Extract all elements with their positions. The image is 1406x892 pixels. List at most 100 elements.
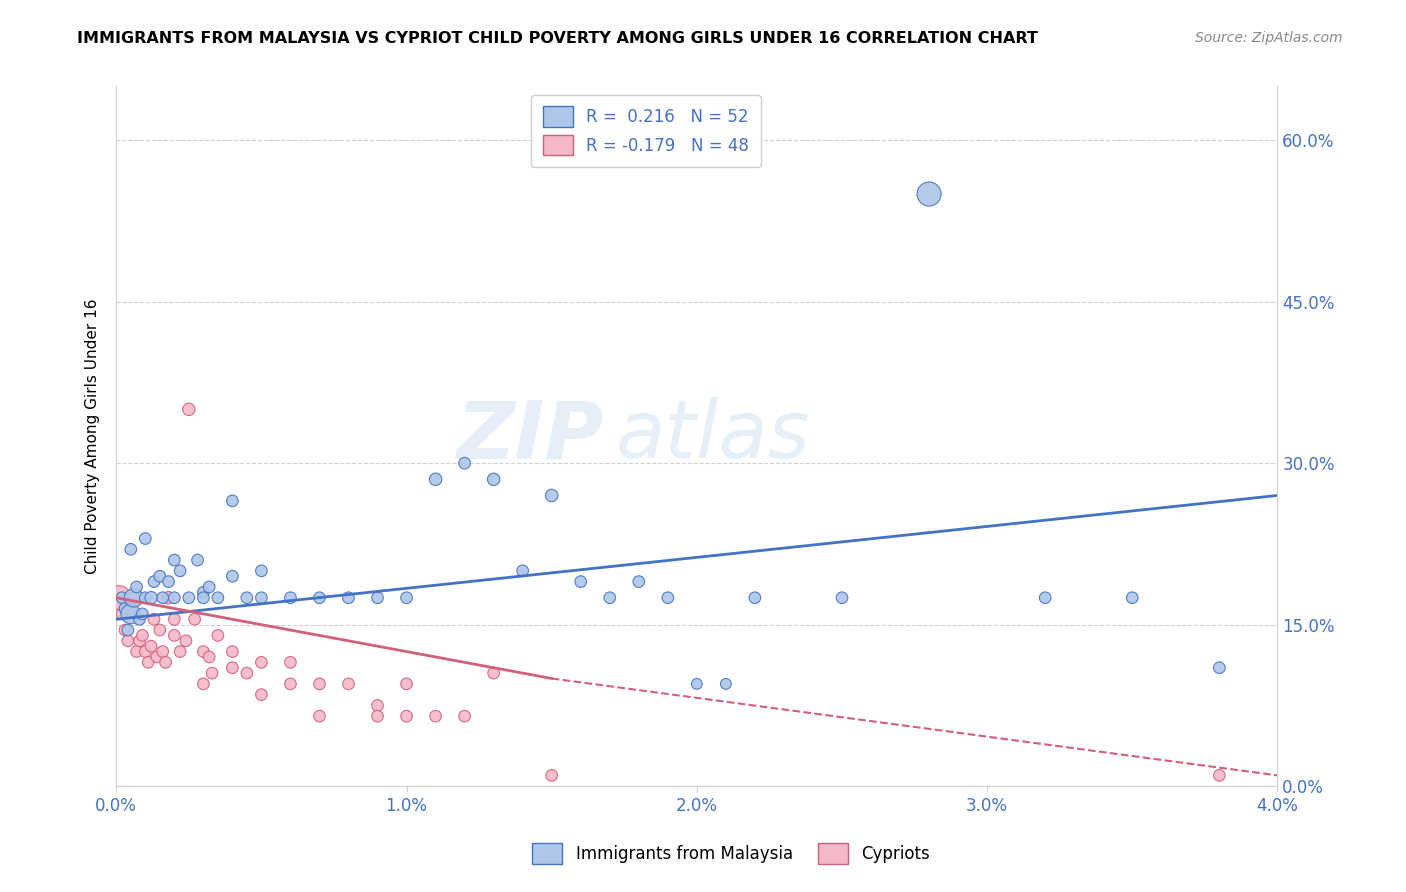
Point: [221, 493, 243, 508]
Point: [134, 644, 156, 658]
Point: [169, 644, 191, 658]
Point: [125, 580, 148, 594]
Point: [149, 623, 172, 637]
Point: [308, 709, 330, 723]
Y-axis label: Child Poverty Among Girls Under 16: Child Poverty Among Girls Under 16: [86, 299, 100, 574]
Point: [163, 553, 186, 567]
Point: [367, 698, 389, 713]
Point: [136, 656, 159, 670]
Point: [143, 574, 166, 589]
Point: [193, 644, 215, 658]
Point: [540, 488, 562, 502]
Point: [1208, 661, 1230, 675]
Point: [918, 187, 941, 202]
Point: [744, 591, 766, 605]
Point: [453, 709, 475, 723]
Point: [163, 591, 186, 605]
Point: [425, 472, 447, 486]
Point: [174, 633, 197, 648]
Point: [152, 591, 174, 605]
Point: [1121, 591, 1143, 605]
Point: [280, 656, 302, 670]
Point: [114, 623, 136, 637]
Point: [714, 677, 737, 691]
Point: [201, 666, 224, 681]
Point: [198, 649, 221, 664]
Point: [236, 591, 259, 605]
Point: [250, 688, 273, 702]
Point: [146, 649, 169, 664]
Point: [831, 591, 853, 605]
Point: [221, 661, 243, 675]
Point: [117, 633, 139, 648]
Text: ZIP: ZIP: [457, 397, 605, 475]
Point: [114, 601, 136, 615]
Point: [367, 591, 389, 605]
Point: [125, 644, 148, 658]
Point: [157, 591, 180, 605]
Point: [337, 677, 360, 691]
Point: [308, 677, 330, 691]
Point: [152, 644, 174, 658]
Point: [280, 677, 302, 691]
Point: [193, 585, 215, 599]
Point: [157, 574, 180, 589]
Point: [250, 564, 273, 578]
Point: [540, 768, 562, 782]
Point: [120, 601, 142, 615]
Point: [117, 623, 139, 637]
Point: [163, 628, 186, 642]
Point: [453, 456, 475, 470]
Point: [108, 591, 131, 605]
Point: [207, 628, 229, 642]
Point: [163, 612, 186, 626]
Point: [1208, 768, 1230, 782]
Point: [169, 564, 191, 578]
Point: [134, 591, 156, 605]
Point: [128, 633, 150, 648]
Point: [367, 709, 389, 723]
Point: [131, 607, 153, 621]
Point: [177, 402, 200, 417]
Point: [128, 612, 150, 626]
Point: [155, 656, 177, 670]
Point: [657, 591, 679, 605]
Point: [250, 656, 273, 670]
Point: [122, 591, 145, 605]
Point: [120, 542, 142, 557]
Point: [221, 569, 243, 583]
Text: Source: ZipAtlas.com: Source: ZipAtlas.com: [1195, 31, 1343, 45]
Point: [686, 677, 709, 691]
Point: [599, 591, 621, 605]
Point: [207, 591, 229, 605]
Point: [627, 574, 650, 589]
Legend: R =  0.216   N = 52, R = -0.179   N = 48: R = 0.216 N = 52, R = -0.179 N = 48: [531, 95, 761, 167]
Point: [193, 677, 215, 691]
Point: [111, 591, 134, 605]
Point: [280, 591, 302, 605]
Point: [193, 591, 215, 605]
Text: IMMIGRANTS FROM MALAYSIA VS CYPRIOT CHILD POVERTY AMONG GIRLS UNDER 16 CORRELATI: IMMIGRANTS FROM MALAYSIA VS CYPRIOT CHIL…: [77, 31, 1038, 46]
Point: [395, 677, 418, 691]
Point: [337, 591, 360, 605]
Point: [482, 666, 505, 681]
Point: [569, 574, 592, 589]
Point: [236, 666, 259, 681]
Point: [120, 607, 142, 621]
Point: [221, 644, 243, 658]
Point: [143, 612, 166, 626]
Point: [111, 607, 134, 621]
Point: [308, 591, 330, 605]
Point: [183, 612, 205, 626]
Point: [139, 591, 162, 605]
Text: atlas: atlas: [616, 397, 810, 475]
Point: [1033, 591, 1056, 605]
Point: [395, 591, 418, 605]
Point: [395, 709, 418, 723]
Legend: Immigrants from Malaysia, Cypriots: Immigrants from Malaysia, Cypriots: [526, 837, 936, 871]
Point: [139, 639, 162, 653]
Point: [250, 591, 273, 605]
Point: [425, 709, 447, 723]
Point: [122, 591, 145, 605]
Point: [134, 532, 156, 546]
